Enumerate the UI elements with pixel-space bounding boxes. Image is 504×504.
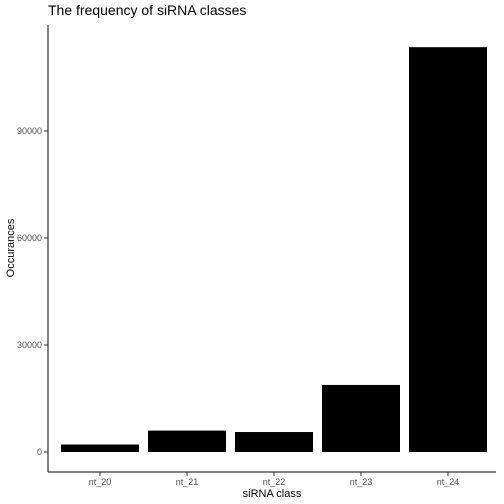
y-tick-label: 60000 (17, 233, 42, 243)
x-tick-label: nt_20 (89, 477, 112, 487)
bar-nt_21 (148, 430, 226, 452)
x-tick-label: nt_22 (263, 477, 286, 487)
y-tick-label: 30000 (17, 340, 42, 350)
x-tick-label: nt_21 (176, 477, 199, 487)
y-axis-title: Occurances (5, 218, 17, 277)
bars-group (61, 47, 487, 452)
y-tick-label: 90000 (17, 126, 42, 136)
x-axis-title: siRNA class (243, 488, 302, 500)
chart-title: The frequency of siRNA classes (48, 2, 246, 18)
bar-nt_22 (235, 432, 313, 452)
bar-nt_20 (61, 444, 139, 452)
x-tick-label: nt_23 (350, 477, 373, 487)
x-axis-ticks: nt_20 nt_21 nt_22 nt_23 nt_24 (89, 472, 460, 487)
y-tick-label: 0 (37, 447, 42, 457)
bar-nt_24 (409, 47, 487, 452)
y-axis-ticks: 0 30000 60000 90000 (17, 126, 48, 457)
x-tick-label: nt_24 (437, 477, 460, 487)
bar-nt_23 (322, 384, 400, 452)
